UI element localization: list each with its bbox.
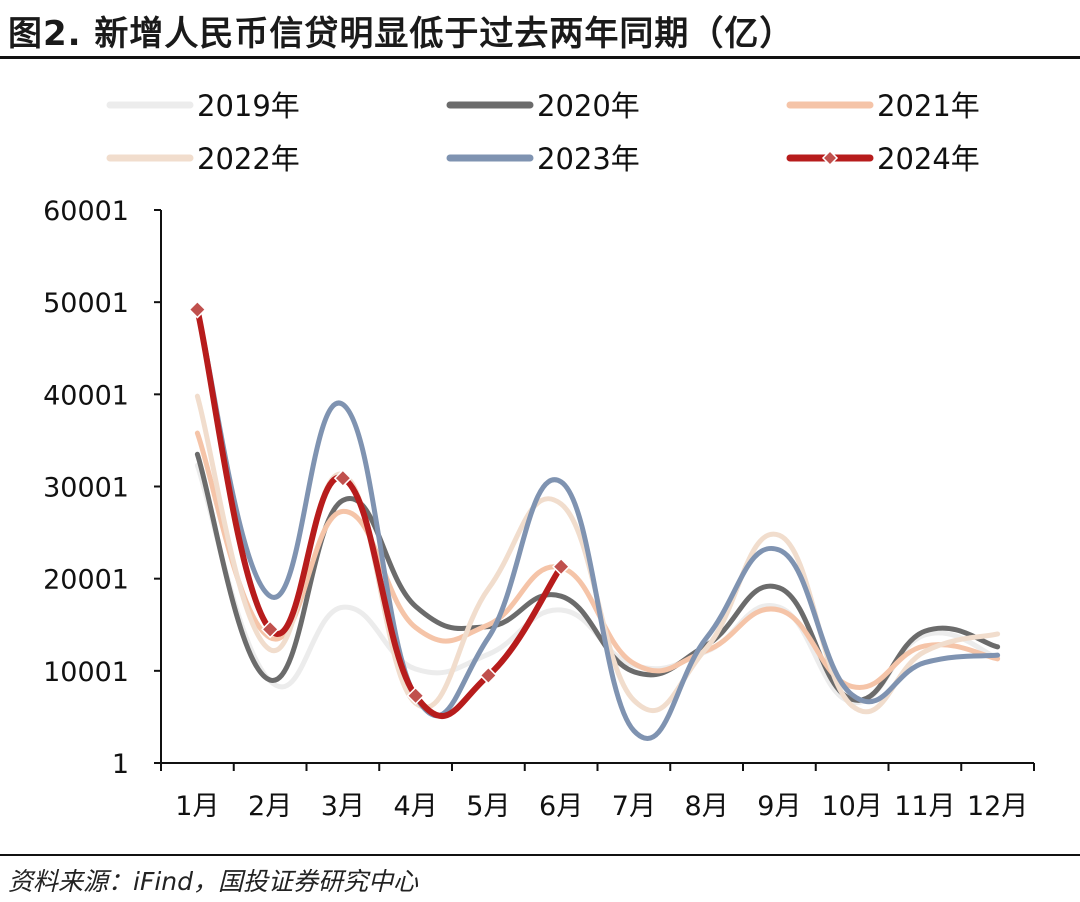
data-point-marker: [188, 300, 207, 319]
x-tick-label: 6月: [539, 791, 583, 822]
chart-legend: 2019年 2020年 2021年 2022年 2023年 2024年: [106, 89, 980, 176]
legend-label: 2020年: [537, 89, 640, 123]
chart-title: 图2. 新增人民币信贷明显低于过去两年同期（亿）: [8, 14, 795, 54]
source-note: 资料来源：iFind，国投证券研究中心: [8, 867, 418, 896]
legend-label: 2023年: [537, 142, 640, 176]
x-tick-label: 9月: [757, 791, 801, 822]
legend-label: 2024年: [877, 142, 980, 176]
x-tick-label: 3月: [321, 791, 365, 822]
series-line-2020年: [194, 451, 1001, 703]
x-tick-label: 12月: [967, 791, 1028, 822]
data-point-marker: [552, 557, 571, 576]
y-tick-label: 20001: [43, 565, 129, 596]
line-chart: 2019年 2020年 2021年 2022年 2023年 2024年 1 10001 200…: [43, 89, 1035, 822]
x-tick-label: 4月: [394, 791, 438, 822]
x-tick-label: 10月: [821, 791, 882, 822]
data-point-marker: [479, 666, 498, 685]
x-tick-label: 2月: [248, 791, 292, 822]
y-tick-label: 30001: [43, 473, 129, 504]
y-tick-label: 50001: [43, 288, 129, 319]
series-line-2019年: [194, 462, 1001, 705]
series-line-2023年: [194, 308, 1001, 741]
legend-marker: [821, 149, 839, 167]
legend-label: 2022年: [197, 142, 300, 176]
y-tick-label: 40001: [43, 380, 129, 411]
y-tick-label: 10001: [43, 657, 129, 688]
x-tick-label: 1月: [175, 791, 219, 822]
data-point-marker: [406, 686, 425, 705]
bottom-divider: [0, 854, 1080, 856]
x-tick-label: 11月: [894, 791, 955, 822]
legend-label: 2019年: [197, 89, 300, 123]
x-tick-label: 5月: [466, 791, 510, 822]
x-tick-label: 7月: [612, 791, 656, 822]
y-tick-label: 60001: [43, 196, 129, 227]
x-tick-label: 8月: [685, 791, 729, 822]
chart-axes: 1 10001 20001 30001 40001 50001 60001 1月 2月 3月 4月 5…: [43, 196, 1035, 822]
legend-label: 2021年: [877, 89, 980, 123]
top-divider: [0, 56, 1080, 59]
y-tick-label: 1: [112, 749, 129, 780]
data-point-marker: [261, 620, 280, 639]
data-point-marker: [333, 469, 352, 488]
chart-series: [188, 300, 1001, 741]
